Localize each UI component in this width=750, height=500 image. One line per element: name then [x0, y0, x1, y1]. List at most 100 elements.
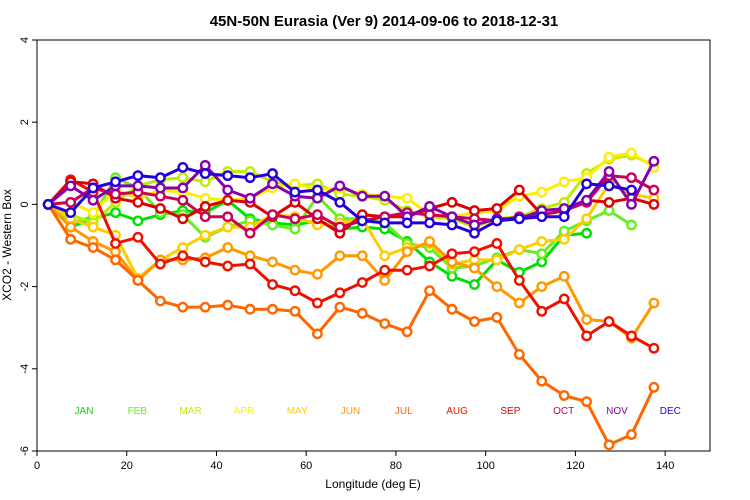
data-point: [581, 213, 593, 225]
data-point: [536, 375, 548, 387]
data-point: [289, 264, 301, 276]
y-tick-label: -2: [19, 282, 31, 292]
data-point: [469, 279, 480, 290]
data-point: [312, 268, 323, 280]
data-point: [648, 184, 660, 196]
data-point: [289, 223, 301, 235]
data-point: [356, 215, 368, 227]
data-point: [648, 155, 660, 167]
data-point: [581, 396, 593, 408]
x-axis-label: Longitude (deg E): [325, 477, 420, 491]
data-point: [424, 285, 435, 297]
x-tick-label: 120: [566, 460, 584, 472]
data-point: [626, 198, 637, 210]
legend-mar: MAR: [179, 406, 201, 417]
data-point: [244, 303, 256, 315]
data-point: [536, 305, 548, 317]
legend-oct: OCT: [553, 406, 574, 417]
legend-may: MAY: [287, 406, 308, 417]
data-point: [379, 217, 391, 229]
legend: JAN FEB MAR APR MAY JUN JUL AUG SEP OCT NOV DEC: [75, 406, 681, 417]
series-dec: [42, 162, 637, 239]
data-point: [222, 242, 234, 253]
data-point: [289, 305, 301, 317]
data-point: [558, 270, 570, 282]
data-point: [424, 217, 435, 229]
data-point: [334, 287, 346, 299]
data-point: [648, 198, 660, 210]
legend-nov: NOV: [606, 406, 628, 417]
data-point: [154, 258, 166, 270]
legend-feb: FEB: [128, 406, 148, 417]
data-point: [379, 264, 391, 276]
data-point: [199, 211, 211, 223]
data-point: [244, 172, 256, 184]
data-point: [648, 297, 660, 309]
data-point: [558, 233, 570, 245]
x-tick-label: 80: [390, 460, 402, 472]
data-point: [356, 307, 368, 319]
data-point: [603, 166, 615, 177]
data-point: [177, 250, 189, 262]
axis-ticks: 0 20 40 60 80 100 120 140 -6 -4 -2 0 2 4: [19, 37, 674, 472]
data-point: [199, 229, 211, 241]
data-point: [626, 147, 637, 159]
y-tick-label: -4: [19, 364, 31, 374]
data-point: [222, 184, 234, 196]
x-tick-label: 40: [210, 460, 222, 472]
y-tick-label: -6: [19, 446, 31, 456]
data-point: [289, 285, 301, 297]
data-point: [469, 316, 480, 327]
data-point: [199, 201, 211, 212]
data-point: [491, 215, 503, 227]
data-point: [469, 262, 480, 274]
data-point: [244, 227, 256, 239]
data-point: [558, 390, 570, 401]
data-point: [536, 211, 548, 223]
data-point: [132, 215, 144, 227]
data-point: [65, 221, 77, 233]
data-point: [513, 184, 525, 196]
data-point: [65, 207, 77, 219]
data-point: [581, 330, 593, 342]
data-point: [334, 221, 346, 233]
data-point: [401, 246, 413, 258]
data-point: [536, 281, 548, 292]
data-point: [222, 221, 234, 233]
data-point: [491, 254, 503, 266]
data-point: [267, 168, 278, 179]
data-point: [469, 246, 480, 258]
data-point: [65, 196, 77, 208]
data-point: [536, 186, 548, 198]
data-point: [199, 168, 211, 179]
data-point: [154, 172, 166, 184]
data-point: [312, 209, 323, 221]
data-point: [379, 275, 391, 286]
data-point: [177, 213, 189, 225]
data-point: [65, 233, 77, 245]
data-point: [87, 207, 99, 219]
legend-apr: APR: [234, 406, 255, 417]
data-point: [132, 231, 144, 243]
data-point: [536, 235, 548, 247]
x-tick-label: 60: [300, 460, 312, 472]
data-point: [626, 330, 637, 342]
data-point: [603, 180, 615, 192]
data-point: [312, 184, 323, 196]
data-point: [267, 279, 278, 290]
y-tick-label: 0: [19, 201, 31, 207]
legend-aug: AUG: [446, 406, 468, 417]
data-point: [334, 196, 346, 208]
legend-jun: JUN: [341, 406, 360, 417]
data-point: [581, 314, 593, 325]
y-axis-label: XCO2 - Western Box: [0, 189, 14, 301]
data-point: [401, 264, 413, 276]
data-point: [513, 244, 525, 256]
data-point: [356, 250, 368, 262]
data-point: [267, 178, 278, 190]
data-point: [244, 258, 256, 270]
data-point: [401, 326, 413, 338]
data-point: [491, 312, 503, 323]
data-point: [312, 297, 323, 309]
data-point: [177, 301, 189, 313]
